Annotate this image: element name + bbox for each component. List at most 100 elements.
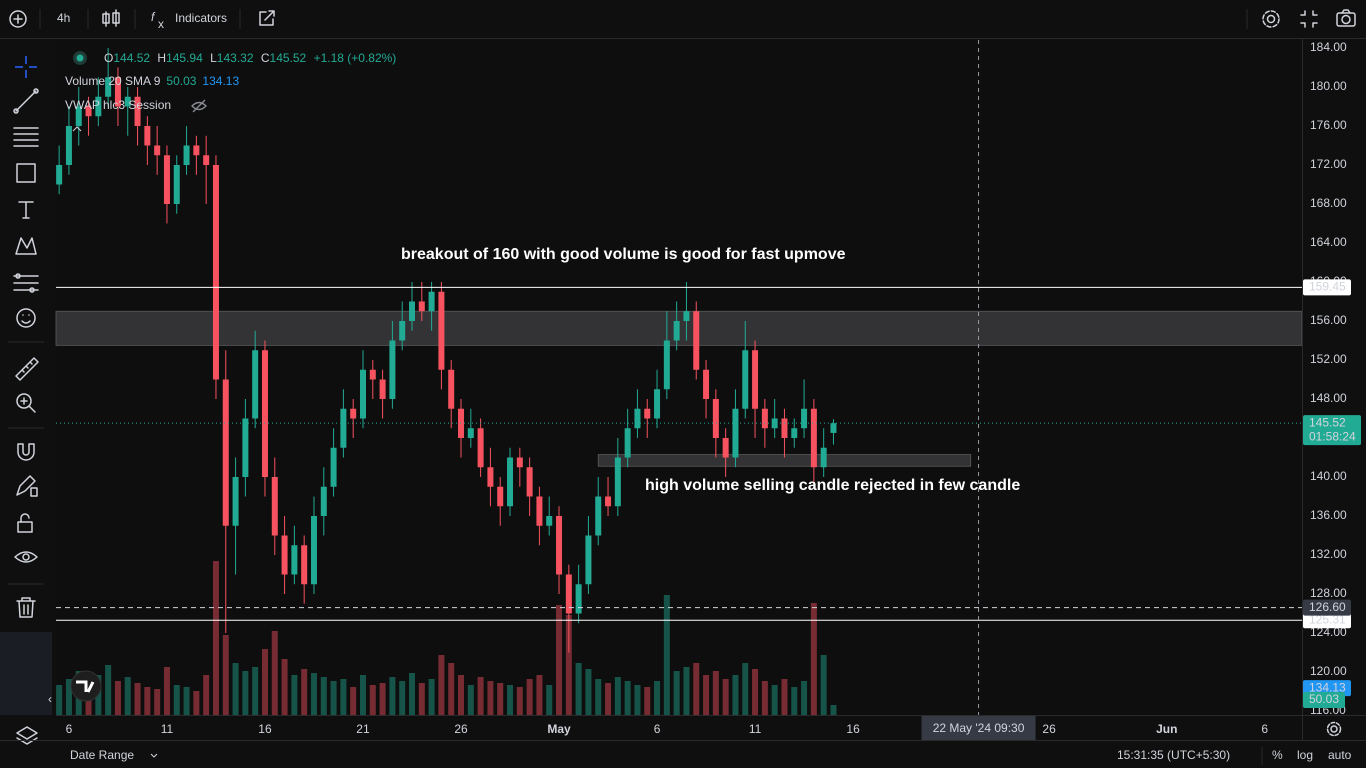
y-tick-label: 152.00 (1310, 352, 1347, 366)
price-tag-label: 125.31 (1309, 612, 1346, 626)
sma-tag-label: 134.13 (1309, 680, 1346, 694)
volume-bar (340, 679, 347, 715)
open-value: 144.52 (113, 51, 150, 65)
candle-body (605, 496, 612, 507)
volume-bar (820, 655, 827, 715)
sma-value: 134.13 (202, 74, 239, 88)
candle-body (409, 301, 415, 321)
settings-gear[interactable] (1326, 721, 1342, 737)
candle-body (585, 535, 592, 585)
candle-body (301, 545, 308, 585)
collapse-legend[interactable] (72, 126, 82, 132)
volume-bar (565, 615, 572, 715)
chart-area (56, 40, 1302, 715)
candle-body (634, 408, 641, 429)
pattern-tool[interactable] (15, 237, 37, 255)
forecast-tool[interactable] (13, 273, 39, 293)
indicators-button[interactable]: f x Indicators (151, 10, 227, 31)
screenshot-button[interactable] (1336, 9, 1356, 27)
volume-bar (154, 689, 161, 715)
volume-bar (203, 675, 210, 715)
left-toolbar: ‹ (0, 39, 52, 715)
trend-line-tool[interactable] (13, 88, 39, 114)
auto-toggle[interactable]: auto (1328, 748, 1352, 762)
volume-bar (105, 665, 112, 715)
percent-toggle[interactable]: % (1272, 748, 1283, 762)
lock-tool[interactable] (17, 513, 33, 533)
rectangle-tool[interactable] (16, 163, 36, 183)
volume-bar (271, 631, 278, 715)
candle-body (85, 106, 92, 117)
volume-bar (507, 685, 514, 715)
low-value: 143.32 (217, 51, 254, 65)
fib-tool[interactable] (13, 127, 39, 147)
candle-body (781, 418, 788, 438)
candle-body (350, 408, 357, 419)
candle-body (281, 535, 288, 575)
y-tick-label: 172.00 (1310, 157, 1347, 171)
x-tick-label: May (547, 722, 571, 736)
fx-icon: x (158, 17, 164, 31)
candle-body (242, 418, 249, 477)
log-toggle[interactable]: log (1297, 748, 1313, 762)
candle-body (389, 340, 396, 399)
candle-body (65, 125, 72, 165)
volume-bar (212, 561, 219, 715)
candle-body (703, 369, 710, 399)
indicators-label: Indicators (175, 11, 227, 25)
chart-type-button[interactable] (102, 9, 120, 27)
hidden-icon[interactable] (191, 99, 207, 113)
crosshair-price-tag (1303, 599, 1351, 616)
y-tick-label: 156.00 (1310, 313, 1347, 327)
high-value: 145.94 (166, 51, 203, 65)
volume-bar (742, 663, 749, 715)
clock[interactable]: 15:31:35 (UTC+5:30) (1117, 748, 1230, 762)
volume-bar (144, 687, 151, 715)
candle-body (105, 77, 112, 97)
volume-bar (673, 671, 680, 715)
volume-bar (614, 677, 621, 715)
settings-button[interactable] (1262, 10, 1280, 28)
hide-tool[interactable] (14, 551, 38, 563)
volume-bar (438, 655, 445, 715)
add-symbol-button[interactable] (9, 10, 27, 28)
legend: O144.52 H145.94 L143.32 C145.52 +1.18 (+… (65, 51, 396, 132)
crosshair-tool[interactable] (15, 56, 37, 78)
y-tick-label: 168.00 (1310, 196, 1347, 210)
candle-body (418, 301, 425, 312)
volume-bar (232, 663, 239, 715)
bottom-bar: Date Range 15:31:35 (UTC+5:30) % log aut… (70, 747, 1352, 765)
volume-bar (761, 681, 768, 715)
annotation: breakout of 160 with good volume is good… (401, 246, 846, 263)
magnet-tool[interactable] (17, 443, 35, 461)
volume-bar (595, 679, 602, 715)
volume-bar (516, 687, 523, 715)
zoom-tool[interactable] (16, 393, 36, 413)
volume-bar (173, 685, 180, 715)
remove-tool[interactable] (16, 597, 36, 618)
interval-button[interactable]: 4h (57, 11, 70, 25)
icon-tool[interactable] (16, 308, 36, 328)
measure-tool[interactable] (15, 357, 39, 381)
candle-body (565, 574, 572, 614)
candle-body (722, 437, 729, 458)
y-tick-label: 124.00 (1310, 625, 1347, 639)
y-tick-label: 180.00 (1310, 79, 1347, 93)
text-tool[interactable] (18, 201, 34, 219)
volume-bar (252, 667, 259, 715)
candle-body (75, 106, 82, 126)
candle-body (183, 145, 190, 165)
candle-body (379, 379, 386, 399)
stay-drawing-tool[interactable] (16, 475, 38, 497)
price-tag-label: 159.45 (1309, 280, 1346, 294)
volume-bar (781, 679, 788, 715)
volume-bar (193, 691, 200, 715)
candle-body (507, 457, 514, 507)
fullscreen-button[interactable] (1300, 10, 1318, 28)
volume-value: 50.03 (166, 74, 196, 88)
publish-button[interactable] (259, 10, 275, 26)
collapse-toggle[interactable]: ‹ (48, 692, 52, 706)
volume-bar (428, 679, 435, 715)
date-range-button[interactable]: Date Range (70, 748, 134, 762)
